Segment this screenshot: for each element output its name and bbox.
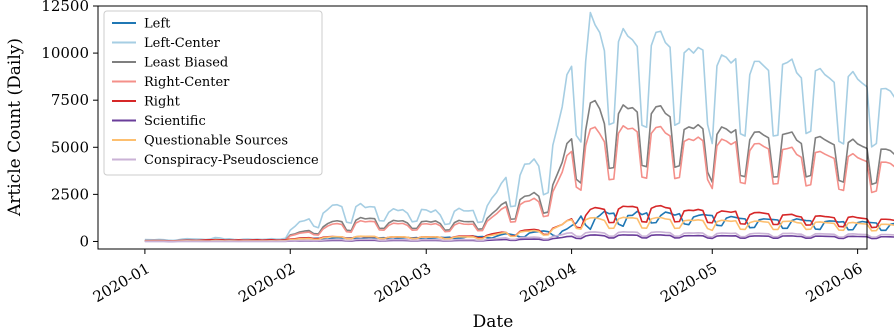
x-tick-label: 2020-02 — [235, 259, 298, 306]
x-axis-title: Date — [473, 312, 514, 332]
y-tick-label: 5000 — [51, 138, 89, 156]
series-line-8 — [144, 231, 894, 243]
plot-frame — [97, 5, 868, 250]
x-tick-label: 2020-04 — [517, 259, 580, 306]
x-tick-label: 2020-01 — [90, 259, 153, 306]
plot-lines — [144, 11, 894, 243]
x-tick-label: 2020-03 — [371, 259, 434, 306]
legend-label: Left-Center — [144, 36, 221, 51]
x-axis-ticks: 2020-01 2020-02 2020-03 2020-04 2020-05 2020-… — [90, 249, 866, 306]
y-tick-label: 7500 — [51, 91, 89, 109]
legend-label: Questionable Sources — [144, 134, 288, 149]
legend-label: Left — [144, 17, 171, 32]
legend-box — [103, 10, 323, 176]
y-tick-label: 2500 — [51, 185, 89, 203]
legend-label: Least Biased — [144, 56, 228, 71]
y-tick-label: 12500 — [41, 0, 89, 15]
legend-label: Scientific — [144, 114, 206, 129]
y-axis-title: Article Count (Daily) — [5, 38, 25, 217]
y-tick-label: 0 — [79, 232, 89, 250]
x-tick-label: 2020-06 — [803, 259, 866, 306]
legend-label: Conspiracy-Pseudoscience — [144, 153, 319, 168]
y-tick-label: 10000 — [41, 44, 89, 62]
series-line-2 — [144, 11, 894, 242]
legend-label: Right-Center — [144, 75, 230, 90]
y-axis-ticks: 0 2500 5000 7500 10000 12500 — [41, 0, 98, 250]
x-tick-label: 2020-05 — [657, 259, 720, 306]
legend: Left Left-Center Least Biased Right-Center R… — [103, 10, 323, 176]
legend-label: Right — [144, 95, 181, 110]
